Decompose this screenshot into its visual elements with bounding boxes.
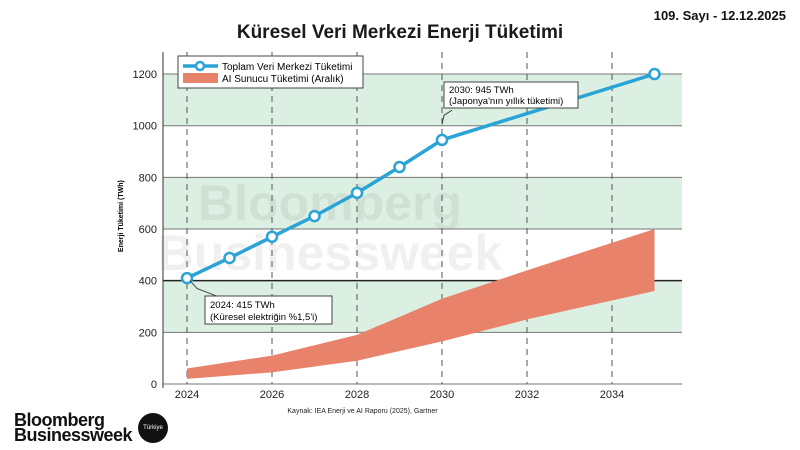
data-point	[308, 209, 321, 223]
annotation-text: 2030: 945 TWh	[449, 85, 514, 96]
x-tick-label: 2034	[600, 389, 624, 401]
x-tick-label: 2030	[430, 389, 454, 401]
annotation-pointer	[189, 280, 218, 297]
y-tick-label: 1000	[133, 121, 157, 133]
logo-badge: Türkiye	[138, 413, 168, 443]
y-tick-label: 600	[139, 224, 157, 236]
data-point	[393, 160, 406, 174]
grid-band	[163, 177, 682, 230]
data-point	[350, 186, 364, 200]
y-tick-label: 800	[139, 172, 157, 184]
x-tick-label: 2028	[345, 389, 369, 401]
x-tick-label: 2026	[260, 389, 284, 401]
legend-label: Toplam Veri Merkezi Tüketimi	[222, 62, 352, 73]
legend-label: AI Sunucu Tüketimi (Aralık)	[222, 74, 344, 85]
data-point	[223, 251, 236, 265]
chart-title: Küresel Veri Merkezi Enerji Tüketimi	[236, 22, 564, 43]
y-tick-label: 200	[139, 327, 157, 339]
watermark: Bloomberg	[198, 175, 462, 231]
logo-line2: Businessweek	[14, 425, 133, 445]
data-point	[648, 67, 661, 81]
annotation-box	[443, 81, 579, 109]
y-tick-label: 1200	[133, 69, 157, 81]
y-axis-label: Enerji Tüketimi (TWh)	[118, 180, 125, 252]
annotation-text: 2024: 415 TWh	[210, 300, 275, 311]
logo: Bloomberg Businessweek	[14, 410, 133, 445]
annotation-pointer	[441, 109, 453, 125]
annotation-text: (Japonya'nın yıllık tüketimi)	[449, 96, 563, 107]
data-point	[265, 230, 279, 244]
watermark: Businessweek	[158, 225, 503, 281]
logo-line1: Bloomberg	[14, 410, 105, 430]
source-note: Kaynak: IEA Enerji ve AI Raporu (2025), …	[287, 408, 438, 415]
issue-date: 109. Sayı - 12.12.2025	[653, 8, 786, 23]
ai-range-area	[187, 229, 655, 379]
total-line	[186, 72, 656, 280]
annotation-box	[204, 295, 333, 325]
x-tick-label: 2032	[515, 389, 539, 401]
data-point	[435, 133, 449, 147]
annotation-text: (Küresel elektriğin %1,5'i)	[210, 312, 317, 323]
legend-area-swatch	[183, 73, 218, 83]
legend-marker	[194, 60, 206, 72]
x-tick-label: 2024	[175, 389, 199, 401]
y-tick-label: 0	[151, 379, 157, 391]
data-point	[180, 271, 194, 285]
y-tick-label: 400	[139, 276, 157, 288]
